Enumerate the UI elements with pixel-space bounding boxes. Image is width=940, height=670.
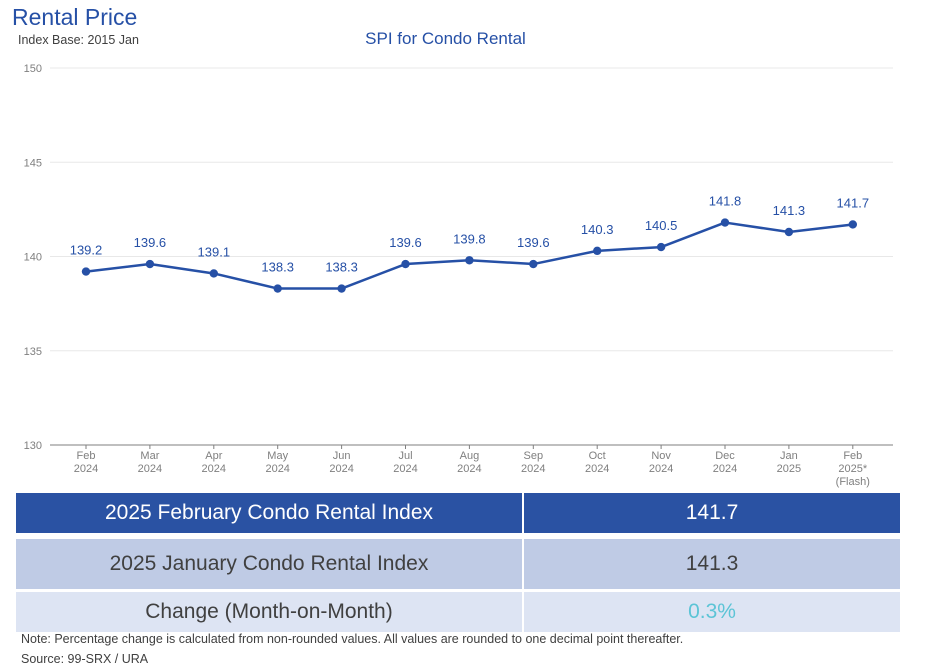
x-tick-label: 2024 — [202, 463, 226, 475]
data-point — [848, 220, 857, 229]
data-label: 141.3 — [773, 203, 806, 218]
x-tick-label: Aug — [460, 450, 480, 462]
data-label: 141.7 — [837, 195, 870, 210]
row-label: Change (Month-on-Month) — [16, 592, 522, 632]
cell-divider — [522, 592, 524, 632]
row-value: 141.7 — [524, 493, 900, 533]
data-point — [656, 242, 666, 252]
x-tick-label: 2024 — [713, 463, 737, 475]
x-tick-label: 2024 — [74, 463, 98, 475]
x-tick-label: 2024 — [521, 463, 545, 475]
index-summary-table: 2025 February Condo Rental Index 141.7 2… — [16, 493, 900, 632]
change-value: 0.3% — [524, 592, 900, 632]
y-tick-label: 140 — [24, 252, 42, 264]
source-note: Source: 99-SRX / URA — [21, 652, 149, 666]
data-point — [273, 284, 282, 293]
x-tick-label: Jul — [398, 450, 412, 462]
data-label: 139.1 — [198, 244, 231, 259]
data-label: 139.6 — [389, 235, 422, 250]
line-chart: 130135140145150Feb2024Mar2024Apr2024May2… — [24, 63, 893, 488]
data-label: 139.2 — [70, 243, 103, 258]
index-base-label: Index Base: 2015 Jan — [18, 33, 139, 47]
data-point — [145, 259, 155, 269]
data-label: 139.8 — [453, 231, 486, 246]
page-title: Rental Price — [12, 4, 138, 30]
x-tick-label: (Flash) — [836, 476, 870, 488]
x-tick-label: 2024 — [649, 463, 673, 475]
x-tick-label: 2024 — [457, 463, 481, 475]
data-label: 140.5 — [645, 218, 678, 233]
row-value: 141.3 — [524, 539, 900, 589]
x-tick-label: Dec — [715, 450, 735, 462]
y-tick-label: 135 — [24, 346, 42, 358]
x-tick-label: 2024 — [138, 463, 162, 475]
data-label: 140.3 — [581, 222, 614, 237]
data-point — [337, 284, 346, 293]
y-tick-label: 145 — [24, 157, 42, 169]
row-label: 2025 February Condo Rental Index — [16, 493, 522, 533]
data-label: 138.3 — [261, 260, 294, 275]
table-row: 2025 February Condo Rental Index 141.7 — [16, 493, 900, 533]
x-tick-label: Mar — [140, 450, 159, 462]
x-tick-label: Apr — [205, 450, 222, 462]
cell-divider — [522, 539, 524, 589]
x-tick-label: 2024 — [265, 463, 289, 475]
x-tick-label: Oct — [589, 450, 606, 462]
chart-title: SPI for Condo Rental — [365, 29, 526, 48]
x-tick-label: 2024 — [329, 463, 353, 475]
data-label: 141.8 — [709, 194, 742, 209]
x-tick-label: 2024 — [393, 463, 417, 475]
x-tick-label: Jan — [780, 450, 798, 462]
cell-divider — [522, 493, 524, 533]
y-tick-label: 150 — [24, 63, 42, 75]
data-label: 138.3 — [325, 260, 358, 275]
data-point — [209, 269, 218, 278]
x-tick-label: 2024 — [585, 463, 609, 475]
data-point — [529, 259, 538, 269]
x-tick-label: Feb — [77, 450, 96, 462]
footnote: Note: Percentage change is calculated fr… — [21, 632, 684, 646]
x-tick-label: Sep — [524, 450, 544, 462]
data-point — [593, 246, 602, 256]
row-label: 2025 January Condo Rental Index — [16, 539, 522, 589]
table-row: 2025 January Condo Rental Index 141.3 — [16, 539, 900, 589]
x-tick-label: 2025 — [777, 463, 801, 475]
data-point — [784, 227, 794, 237]
x-tick-label: Jun — [333, 450, 351, 462]
y-tick-label: 130 — [24, 440, 42, 452]
data-point — [81, 267, 91, 276]
x-tick-label: Feb — [843, 450, 862, 462]
x-tick-label: 2025* — [838, 463, 867, 475]
data-label: 139.6 — [517, 235, 550, 250]
data-point — [465, 256, 474, 265]
table-row: Change (Month-on-Month) 0.3% — [16, 592, 900, 632]
data-point — [720, 218, 730, 227]
data-point — [401, 259, 410, 269]
data-label: 139.6 — [134, 235, 167, 250]
x-tick-label: Nov — [651, 450, 671, 462]
x-tick-label: May — [267, 450, 288, 462]
